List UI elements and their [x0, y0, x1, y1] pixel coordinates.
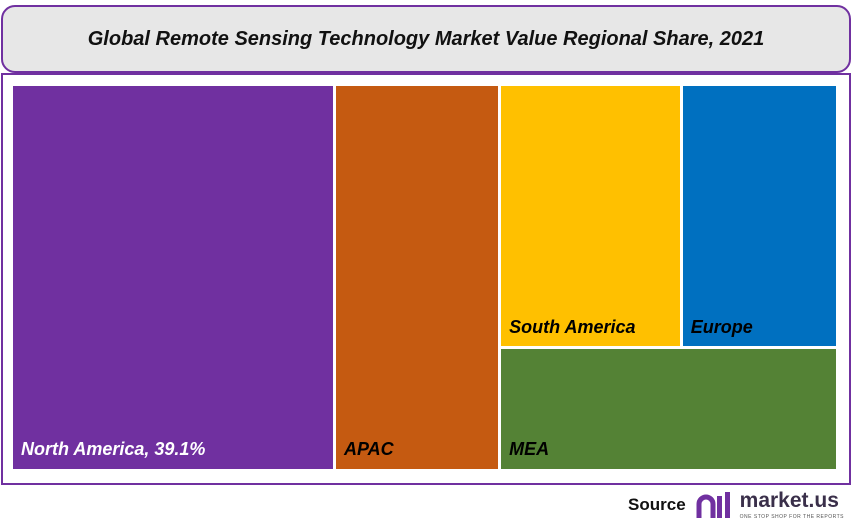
treemap: North America, 39.1% APAC South America Eur… [1, 73, 851, 485]
tile-label: South America [509, 316, 636, 337]
brand: market.us ONE STOP SHOP FOR THE REPORTS [739, 489, 844, 521]
tile-apac: APAC [335, 86, 499, 469]
chart-title-box: Global Remote Sensing Technology Market … [1, 5, 851, 73]
tile-europe: Europe [682, 86, 836, 347]
tile-south-america: South America [501, 86, 680, 347]
brand-name: market.us [739, 489, 839, 512]
tile-label: Europe [690, 316, 753, 337]
chart-title: Global Remote Sensing Technology Market … [87, 28, 765, 50]
brand-tagline: ONE STOP SHOP FOR THE REPORTS [739, 514, 844, 520]
tile-north-america: North America, 39.1% [13, 86, 333, 469]
footer: Source market.us ONE STOP SHOP FOR THE R… [628, 488, 844, 522]
tile-label: MEA [509, 439, 550, 460]
tile-label: APAC [343, 439, 394, 460]
tile-label: North America, 39.1% [21, 439, 206, 460]
source-label: Source [628, 494, 686, 514]
tile-mea: MEA [501, 349, 836, 469]
market-us-logo-icon [696, 492, 730, 518]
